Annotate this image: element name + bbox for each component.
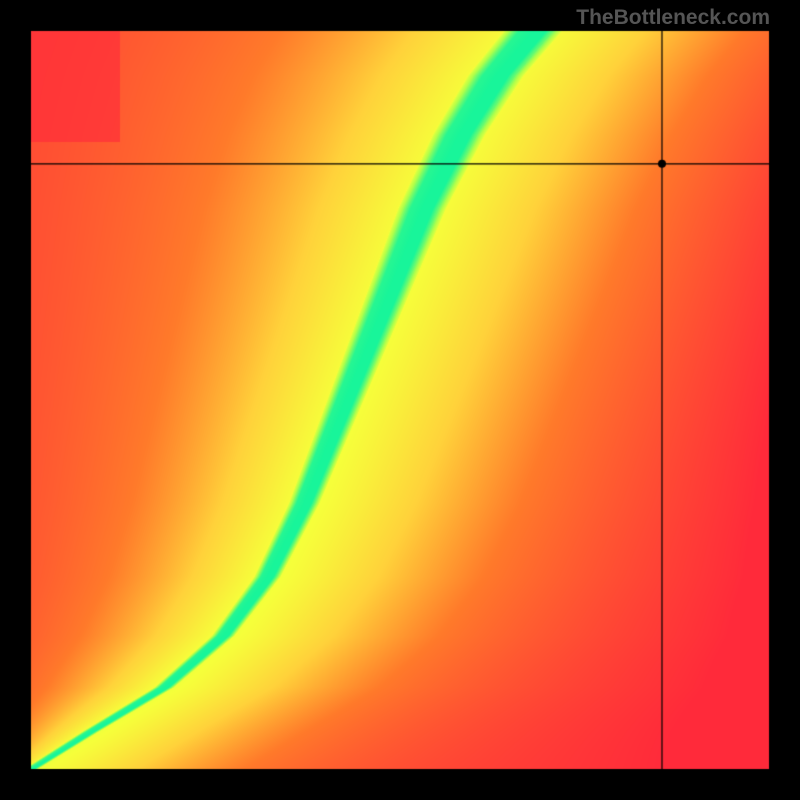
heatmap-canvas	[0, 0, 800, 800]
watermark-text: TheBottleneck.com	[576, 6, 770, 30]
